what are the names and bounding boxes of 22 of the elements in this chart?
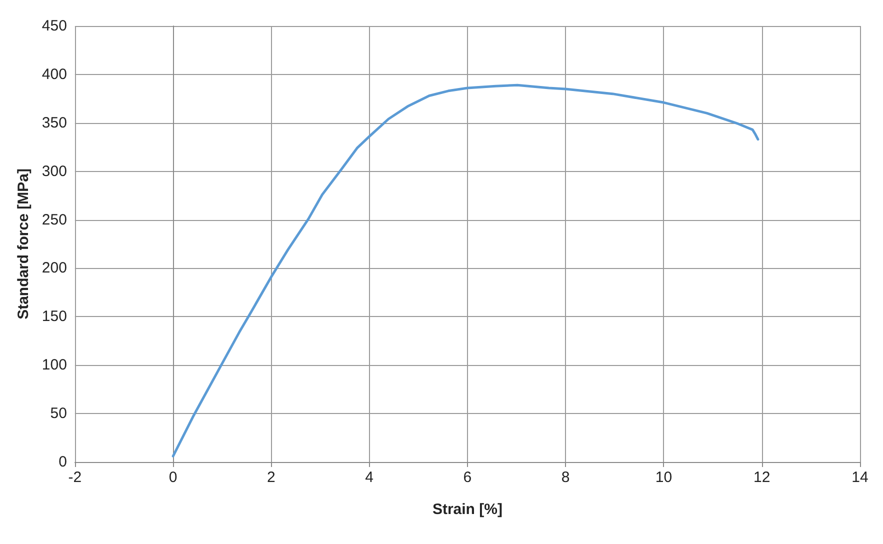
line-series [172, 84, 760, 458]
x-tick-label: 6 [463, 469, 472, 486]
x-tick-label: 12 [754, 469, 770, 486]
y-tick-label: 200 [42, 260, 67, 277]
y-axis-title: Standard force [MPa] [15, 168, 32, 320]
x-tick-label: 10 [655, 469, 672, 486]
y-tick-label: 450 [42, 18, 67, 34]
x-tick-label: 2 [267, 469, 276, 486]
y-tick-label: 400 [42, 66, 67, 83]
x-tick-label: 8 [561, 469, 570, 486]
x-tick-label: -2 [68, 469, 82, 486]
y-tick-label: 150 [42, 308, 67, 326]
x-tick-label: 0 [168, 469, 178, 486]
y-tick-label: 300 [42, 162, 67, 180]
y-tick-label: 0 [58, 454, 67, 470]
y-tick-label: 350 [42, 114, 67, 132]
x-tick-label: 4 [365, 469, 374, 486]
x-axis-title: Strain [%] [432, 501, 502, 518]
y-tick-label: 100 [42, 356, 67, 374]
x-tick-label: 14 [852, 469, 868, 486]
y-tick-label: 50 [50, 405, 67, 422]
y-tick-label: 250 [42, 211, 67, 228]
